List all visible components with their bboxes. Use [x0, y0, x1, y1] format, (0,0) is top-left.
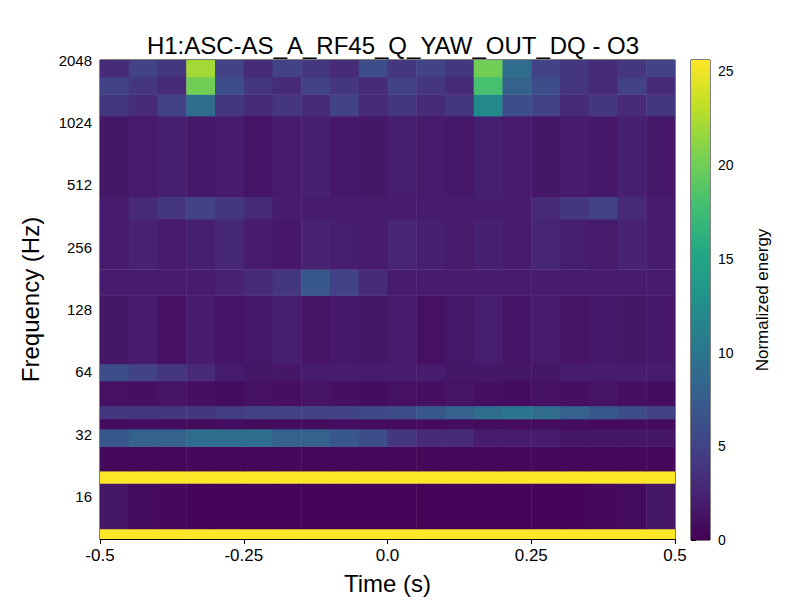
svg-text:Frequency (Hz): Frequency (Hz): [17, 217, 44, 382]
svg-text:2048: 2048: [59, 52, 92, 69]
svg-text:256: 256: [67, 239, 92, 256]
svg-text:0.0: 0.0: [376, 546, 400, 565]
svg-text:Normalized energy: Normalized energy: [753, 228, 772, 371]
svg-text:0: 0: [718, 532, 726, 548]
svg-text:32: 32: [75, 426, 92, 443]
svg-text:0.5: 0.5: [663, 546, 687, 565]
svg-text:20: 20: [718, 157, 734, 173]
svg-text:128: 128: [67, 301, 92, 318]
svg-text:0.25: 0.25: [515, 546, 548, 565]
svg-text:1024: 1024: [59, 114, 92, 131]
svg-text:-0.5: -0.5: [85, 546, 114, 565]
svg-text:Time (s): Time (s): [344, 570, 431, 597]
svg-text:10: 10: [718, 345, 734, 361]
svg-text:-0.25: -0.25: [224, 546, 263, 565]
svg-text:16: 16: [75, 488, 92, 505]
svg-text:5: 5: [718, 438, 726, 454]
svg-text:512: 512: [67, 176, 92, 193]
svg-text:64: 64: [75, 363, 92, 380]
svg-text:25: 25: [718, 63, 734, 79]
svg-text:H1:ASC-AS_A_RF45_Q_YAW_OUT_DQ: H1:ASC-AS_A_RF45_Q_YAW_OUT_DQ - O3: [147, 32, 639, 59]
svg-text:15: 15: [718, 251, 734, 267]
